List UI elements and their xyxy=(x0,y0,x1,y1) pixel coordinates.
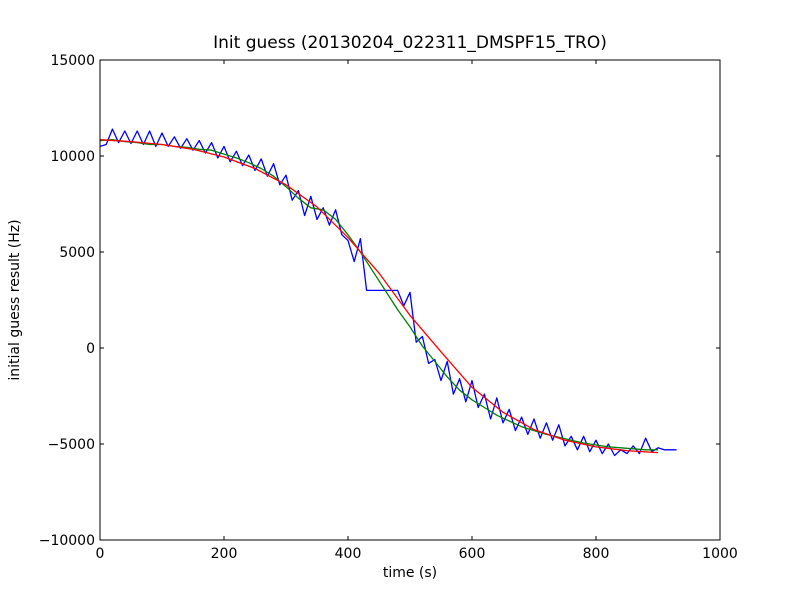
x-tick-label: 400 xyxy=(335,546,362,562)
y-tick-label: −10000 xyxy=(39,533,95,549)
y-tick-label: 10000 xyxy=(50,149,95,165)
x-axis: 0 200 400 600 800 1000 xyxy=(96,60,738,562)
x-axis-label: time (s) xyxy=(383,565,437,581)
x-tick-label: 800 xyxy=(583,546,610,562)
chart-title: Init guess (20130204_022311_DMSPF15_TRO) xyxy=(213,33,607,53)
y-tick-label: −5000 xyxy=(48,437,95,453)
series-line-fit xyxy=(100,139,659,454)
x-tick-label: 0 xyxy=(96,546,105,562)
series-line-smoothed xyxy=(100,139,658,451)
series-layer xyxy=(100,128,677,457)
y-axis-label: initial guess result (Hz) xyxy=(7,219,23,380)
x-tick-label: 200 xyxy=(211,546,238,562)
y-tick-label: 15000 xyxy=(50,53,95,69)
x-tick-label: 1000 xyxy=(702,546,738,562)
y-tick-label: 5000 xyxy=(59,245,95,261)
y-tick-label: 0 xyxy=(86,341,95,357)
plot-frame xyxy=(99,59,721,541)
y-axis: −10000 −5000 0 5000 10000 15000 xyxy=(39,53,720,549)
x-tick-label: 600 xyxy=(459,546,486,562)
